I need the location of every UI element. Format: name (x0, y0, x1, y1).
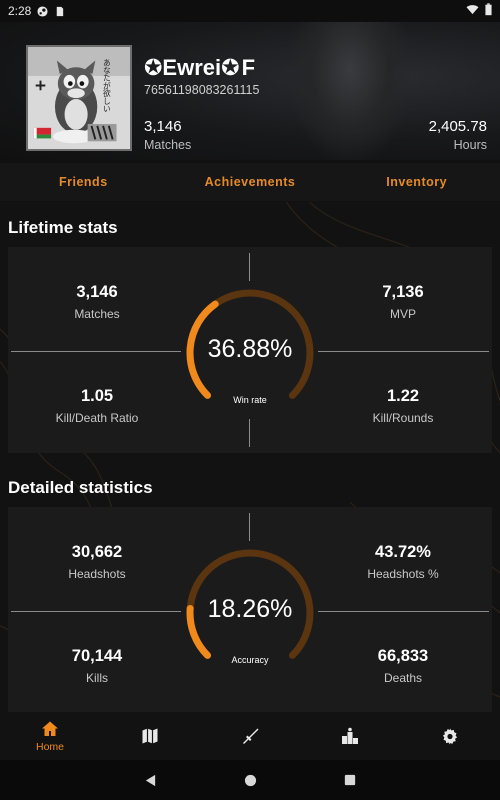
stat-kills: 70,144 Kills (22, 647, 172, 685)
stat-value: 70,144 (71, 647, 123, 665)
stat-value: 3,146 (76, 283, 118, 301)
profile-header: あなたが欲しい ✪Ewrei✪ F 76561198083261115 3,14… (0, 22, 500, 160)
detailed-stats-title: Detailed statistics (8, 478, 153, 497)
tab-friends[interactable]: Friends (59, 175, 108, 189)
leaderboard-icon (342, 727, 358, 744)
accuracy-label: Accuracy (231, 655, 269, 665)
stat-value: 66,833 (377, 647, 429, 665)
win-rate-value: 36.88% (207, 335, 293, 363)
status-time: 2:28 (8, 4, 32, 18)
accuracy-value: 18.26% (207, 595, 293, 623)
recents-button[interactable] (340, 770, 360, 790)
divider (249, 253, 250, 281)
tab-inventory[interactable]: Inventory (386, 175, 448, 189)
nav-home[interactable]: Home (0, 712, 100, 760)
stat-mvp: 7,136 MVP (328, 283, 478, 321)
header-hours-value: 2,405.78 (428, 118, 487, 135)
nav-settings[interactable] (400, 712, 500, 760)
bottom-navigation: Home (0, 712, 500, 760)
win-rate-gauge (186, 289, 314, 399)
back-triangle-icon (145, 774, 155, 786)
weapon-icon (243, 728, 259, 744)
stat-value: 1.22 (386, 387, 420, 405)
home-circle-icon (244, 774, 256, 786)
divider (11, 351, 181, 352)
stat-label: Matches (74, 307, 120, 321)
header-matches-value: 3,146 (144, 118, 182, 135)
stat-value: 43.72% (375, 543, 431, 561)
steam-notification-icon (37, 5, 48, 17)
detailed-stats-card: 30,662 Headshots 43.72% Headshots % 70,1… (8, 507, 492, 712)
stat-headshots-percent: 43.72% Headshots % (328, 543, 478, 581)
lifetime-stats-title: Lifetime stats (8, 218, 118, 237)
recents-square-icon (344, 774, 356, 786)
map-icon (142, 728, 158, 744)
nav-leaderboard[interactable] (300, 712, 400, 760)
stat-label: Kill/Rounds (372, 411, 434, 425)
divider (11, 611, 181, 612)
stat-label: Deaths (383, 671, 423, 685)
header-hours-label: Hours (453, 138, 487, 152)
stat-kill-death-ratio: 1.05 Kill/Death Ratio (22, 387, 172, 425)
divider (318, 611, 489, 612)
settings-icon (442, 728, 458, 745)
stats-content[interactable]: Lifetime stats 3,146 Matches 7,136 MVP 1… (0, 202, 500, 712)
header-hours: 2,405.78 Hours (429, 118, 487, 152)
stat-label: Kill/Death Ratio (55, 411, 139, 425)
tab-achievements[interactable]: Achievements (204, 175, 296, 189)
nav-home-label: Home (35, 740, 64, 753)
gauge-fill (186, 605, 212, 659)
username-text: ✪Ewrei✪ (144, 55, 240, 80)
header-matches-label: Matches (144, 138, 192, 152)
stat-label: MVP (389, 307, 416, 321)
divider (318, 351, 489, 352)
gauge-fill (186, 300, 219, 399)
avatar[interactable]: あなたが欲しい (26, 45, 132, 151)
stat-value: 30,662 (71, 543, 123, 561)
stat-value: 1.05 (80, 387, 114, 405)
stat-label: Headshots (68, 567, 126, 581)
nav-maps[interactable] (100, 712, 200, 760)
stat-kill-rounds: 1.22 Kill/Rounds (328, 387, 478, 425)
home-icon (42, 721, 58, 736)
accuracy-gauge (186, 549, 314, 659)
stat-matches: 3,146 Matches (22, 283, 172, 321)
status-bar: 2:28 (0, 0, 500, 22)
divider (249, 513, 250, 541)
nav-weapons[interactable] (200, 712, 300, 760)
header-matches: 3,146 Matches (144, 118, 191, 152)
steam-id: 76561198083261115 (144, 83, 260, 97)
back-button[interactable] (140, 770, 160, 790)
stat-label: Kills (85, 671, 108, 685)
sd-card-icon (54, 6, 65, 17)
username-suffix: F (241, 55, 256, 80)
divider (249, 419, 250, 447)
home-system-button[interactable] (240, 770, 260, 790)
battery-icon (485, 3, 492, 19)
stat-headshots: 30,662 Headshots (22, 543, 172, 581)
profile-tabs: Friends Achievements Inventory (0, 163, 500, 201)
stat-label: Headshots % (367, 567, 439, 581)
system-navigation-bar (0, 760, 500, 800)
stat-value: 7,136 (382, 283, 424, 301)
lifetime-stats-card: 3,146 Matches 7,136 MVP 1.05 Kill/Death … (8, 247, 492, 453)
win-rate-label: Win rate (233, 395, 267, 405)
avatar-caption: あなたが欲しい (102, 58, 111, 112)
username: ✪Ewrei✪ F (144, 55, 255, 81)
stat-deaths: 66,833 Deaths (328, 647, 478, 685)
header-background-art (290, 22, 410, 160)
wifi-icon (466, 4, 479, 18)
